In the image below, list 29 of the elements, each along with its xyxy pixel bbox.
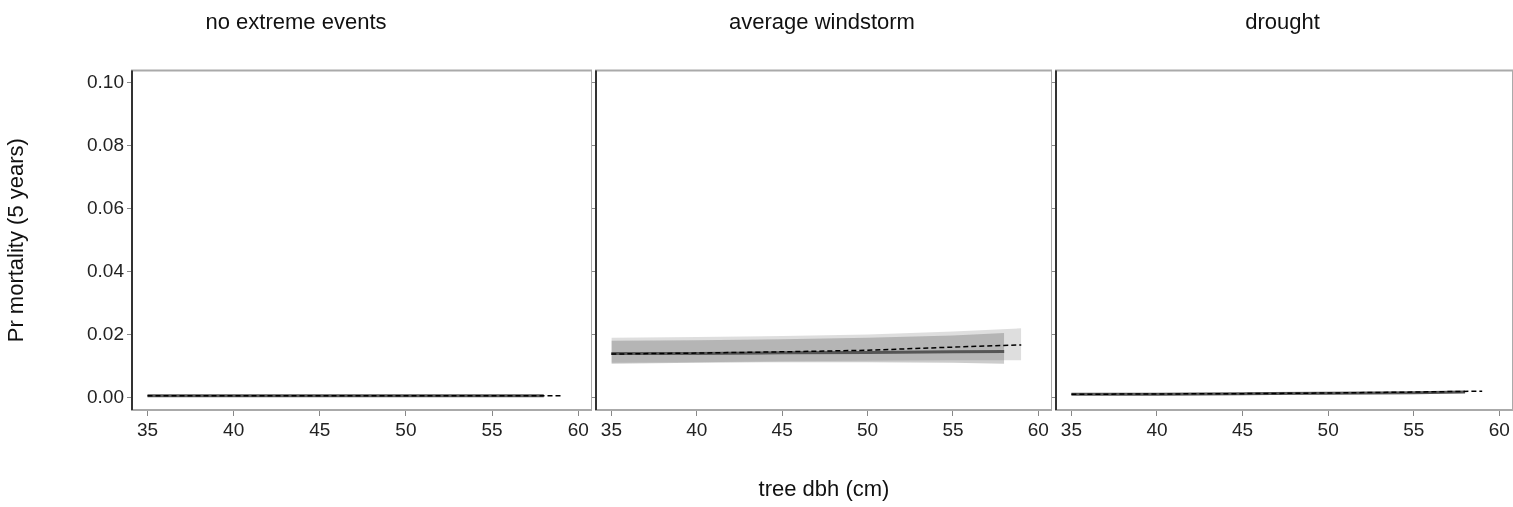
- x-tick-label: 55: [481, 418, 503, 440]
- y-tick-label: 0.08: [87, 134, 124, 156]
- x-tick-label: 60: [1027, 418, 1049, 440]
- y-tick-label: 0.00: [87, 385, 124, 407]
- x-tick-label: 50: [395, 418, 417, 440]
- x-tick-label: 60: [1488, 418, 1510, 440]
- x-tick-label: 35: [600, 418, 622, 440]
- x-tick-label: 45: [1232, 418, 1254, 440]
- y-tick-label: 0.10: [87, 71, 124, 93]
- x-tick-label: 60: [567, 418, 589, 440]
- y-axis-title: Pr mortality (5 years): [3, 138, 29, 343]
- chart-title: no extreme events: [205, 9, 387, 35]
- x-tick-label: 40: [686, 418, 708, 440]
- x-tick-label: 35: [136, 418, 159, 440]
- x-tick-label: 55: [1403, 418, 1425, 440]
- x-tick-label: 35: [1060, 418, 1082, 440]
- x-tick-label: 50: [856, 418, 879, 440]
- chart-title: drought: [1245, 9, 1320, 35]
- chart-title: average windstorm: [729, 9, 915, 35]
- x-axis-title: tree dbh (cm): [758, 475, 890, 501]
- x-tick-label: 45: [309, 418, 331, 440]
- y-tick-label: 0.04: [87, 259, 125, 281]
- x-tick-label: 45: [771, 418, 793, 440]
- x-tick-label: 55: [942, 418, 964, 440]
- x-tick-label: 40: [1146, 418, 1168, 440]
- y-tick-label: 0.06: [87, 196, 124, 218]
- y-tick-label: 0.02: [87, 322, 124, 344]
- x-tick-label: 40: [223, 418, 245, 440]
- x-tick-label: 50: [1317, 418, 1339, 440]
